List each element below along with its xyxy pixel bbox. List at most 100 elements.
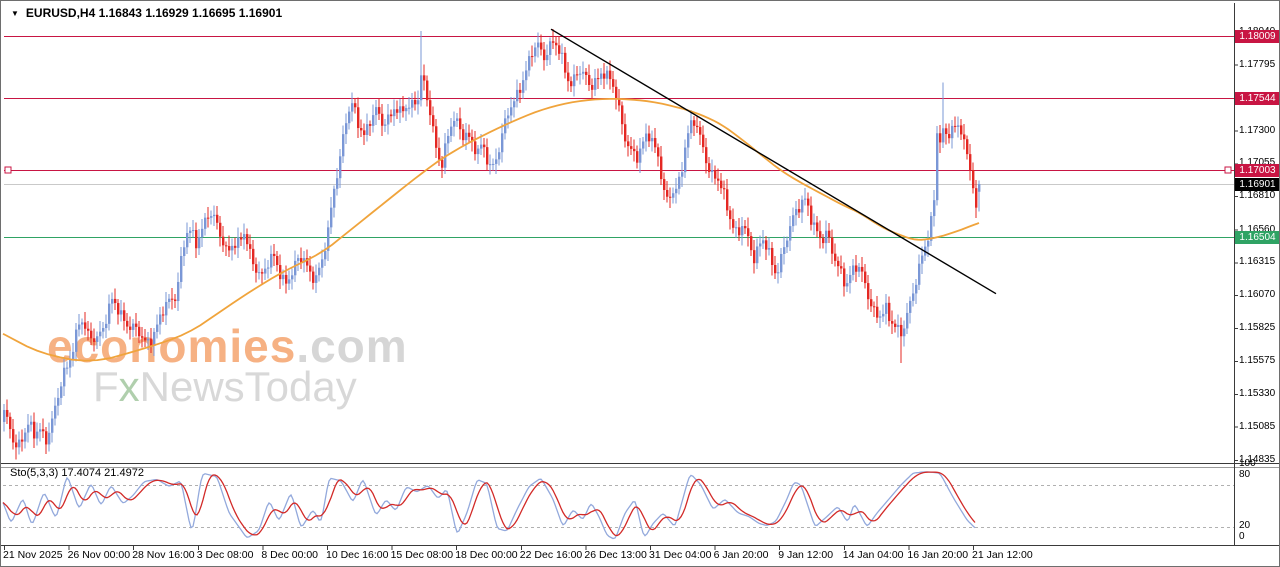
- candle-body: [48, 432, 51, 445]
- candle-body: [492, 163, 495, 165]
- candle-body: [684, 147, 687, 173]
- candle-body: [390, 114, 393, 117]
- candle-body: [918, 263, 921, 285]
- price-tick-label: 1.17055: [1239, 157, 1276, 168]
- candle-body: [675, 188, 678, 194]
- candle-body: [72, 351, 75, 360]
- time-tick-label: 16 Jan 20:00: [907, 549, 969, 561]
- candle-body: [189, 230, 192, 233]
- candle-body: [795, 209, 798, 216]
- symbol-dropdown-icon[interactable]: ▼: [11, 9, 19, 18]
- candle-body: [321, 259, 324, 268]
- watermark-tagline: FxNewsToday: [93, 363, 357, 411]
- candle-body: [639, 148, 642, 163]
- time-tick-label: 18 Dec 00:00: [455, 549, 518, 561]
- candle-body: [735, 227, 738, 229]
- candle-body: [36, 431, 39, 439]
- candle-body: [336, 178, 339, 189]
- candle-body: [942, 128, 945, 143]
- candle-body: [711, 170, 714, 173]
- candle-body: [687, 133, 690, 148]
- candle-body: [834, 253, 837, 261]
- price-scale[interactable]: 1.180401.177951.175501.173001.170551.168…: [1235, 1, 1279, 566]
- candle-body: [552, 41, 555, 43]
- candle-body: [453, 120, 456, 127]
- price-badge-1.17003: 1.17003: [1235, 164, 1279, 177]
- candle-body: [660, 156, 663, 180]
- candle-body: [297, 258, 300, 261]
- candle-body: [774, 265, 777, 274]
- candle-body: [324, 250, 327, 260]
- candle-body: [759, 243, 762, 247]
- candle-body: [879, 316, 882, 318]
- candle-body: [216, 214, 219, 223]
- watermark-brand-suffix: .com: [296, 320, 408, 372]
- candle-body: [753, 250, 756, 264]
- candle-body: [900, 324, 903, 337]
- sto-scale-label: 80: [1239, 469, 1251, 480]
- candle-body: [363, 130, 366, 135]
- candle-body: [267, 267, 270, 269]
- candle-body: [945, 128, 948, 135]
- candle-body: [39, 429, 42, 432]
- time-tick-label: 31 Dec 04:00: [649, 549, 712, 561]
- candle-body: [537, 42, 540, 48]
- candle-body: [342, 134, 345, 157]
- candle-body: [855, 265, 858, 272]
- candle-body: [375, 107, 378, 116]
- candle-body: [714, 170, 717, 179]
- candle-body: [33, 421, 36, 439]
- candle-body: [21, 439, 24, 442]
- candle-body: [63, 367, 66, 387]
- candle-body: [576, 74, 579, 76]
- candle-body: [225, 245, 228, 247]
- candle-body: [696, 125, 699, 128]
- candle-body: [570, 81, 573, 87]
- candle-body: [762, 240, 765, 244]
- candle-body: [366, 124, 369, 135]
- line-handle[interactable]: [4, 166, 12, 174]
- symbol-ohlc-text: EURUSD,H4 1.16843 1.16929 1.16695 1.1690…: [25, 6, 283, 20]
- candle-body: [603, 73, 606, 79]
- candle-body: [708, 163, 711, 173]
- candle-body: [717, 178, 720, 181]
- candle-body: [642, 141, 645, 149]
- candle-body: [159, 314, 162, 325]
- candle-body: [18, 439, 21, 448]
- candle-body: [741, 226, 744, 236]
- candle-body: [330, 207, 333, 228]
- candle-body: [171, 298, 174, 300]
- candle-body: [969, 154, 972, 170]
- candle-body: [102, 328, 105, 332]
- candle-body: [162, 314, 165, 316]
- sto-scale-label: 100: [1239, 458, 1256, 469]
- candle-body: [657, 147, 660, 157]
- line-handle[interactable]: [1224, 166, 1232, 174]
- candle-body: [357, 107, 360, 129]
- candle-body: [198, 237, 201, 249]
- candle-body: [957, 125, 960, 127]
- candle-body: [624, 124, 627, 142]
- candle-body: [618, 99, 621, 106]
- candle-body: [963, 134, 966, 140]
- candle-body: [585, 71, 588, 75]
- candle-body: [939, 133, 942, 143]
- moving-average-line[interactable]: [2, 98, 980, 362]
- candle-body: [867, 283, 870, 300]
- candle-body: [567, 72, 570, 82]
- candle-body: [69, 359, 72, 368]
- pane-separator[interactable]: [1, 461, 1234, 469]
- time-scale[interactable]: 21 Nov 2025 26 Nov 00:00 28 Nov 16:00 3 Dec…: [1, 547, 1279, 566]
- descending-trendline[interactable]: [550, 28, 997, 295]
- candle-body: [15, 442, 18, 448]
- symbol-title: ▼ EURUSD,H4 1.16843 1.16929 1.16695 1.169…: [11, 6, 282, 20]
- candle-body: [582, 71, 585, 74]
- candle-body: [144, 337, 147, 341]
- candle-body: [897, 324, 900, 327]
- candle-body: [885, 302, 888, 314]
- candle-body: [816, 222, 819, 232]
- candle-body: [75, 329, 78, 352]
- candle-body: [873, 306, 876, 308]
- candle-body: [852, 265, 855, 275]
